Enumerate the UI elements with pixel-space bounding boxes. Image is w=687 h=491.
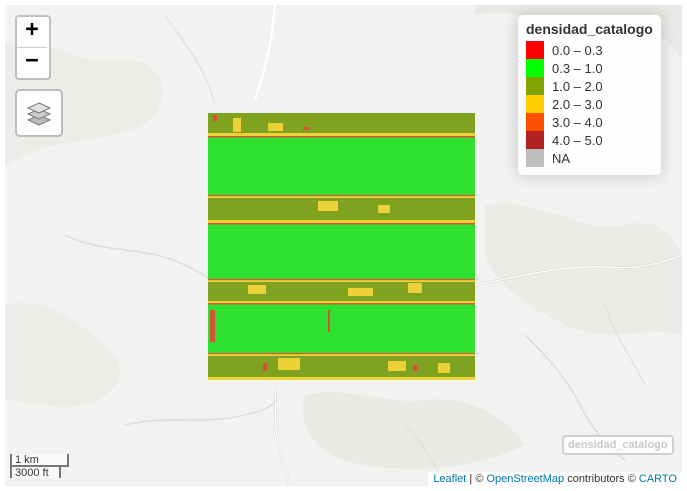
- attribution-sep: | ©: [466, 473, 487, 485]
- zoom-in-button[interactable]: +: [17, 17, 47, 48]
- legend-title: densidad_catalogo: [526, 21, 653, 37]
- legend-item: 0.0 – 0.3: [526, 41, 653, 59]
- legend-label: NA: [552, 150, 571, 166]
- legend-item: 0.3 – 1.0: [526, 59, 653, 77]
- legend-items: 0.0 – 0.3 0.3 – 1.0 1.0 – 2.0 2.0 – 3.0 3.0 …: [526, 41, 653, 167]
- legend-label: 0.3 – 1.0: [552, 60, 603, 76]
- carto-link[interactable]: CARTO: [638, 473, 677, 485]
- legend-swatch: [526, 95, 544, 113]
- zoom-out-button[interactable]: −: [25, 48, 39, 73]
- map-legend: densidad_catalogo 0.0 – 0.3 0.3 – 1.0 1.0 …: [518, 15, 661, 175]
- attribution-contrib: contributors ©: [564, 473, 639, 485]
- legend-swatch: [526, 149, 544, 167]
- legend-label: 3.0 – 4.0: [552, 114, 603, 130]
- legend-label: 4.0 – 5.0: [552, 132, 603, 148]
- legend-swatch: [526, 41, 544, 59]
- legend-item: 3.0 – 4.0: [526, 113, 653, 131]
- legend-swatch: [526, 77, 544, 95]
- leaflet-link[interactable]: Leaflet: [433, 473, 467, 485]
- legend-label: 1.0 – 2.0: [552, 78, 603, 94]
- legend-swatch: [526, 113, 544, 131]
- scale-imperial: 3000 ft: [10, 465, 61, 479]
- layer-toggle-label[interactable]: densidad_catalogo: [562, 435, 674, 455]
- legend-item: 2.0 – 3.0: [526, 95, 653, 113]
- legend-item: 1.0 – 2.0: [526, 77, 653, 95]
- legend-item: 4.0 – 5.0: [526, 131, 653, 149]
- zoom-control: + −: [15, 15, 51, 80]
- osm-link[interactable]: OpenStreetMap: [486, 473, 565, 485]
- legend-label: 0.0 – 0.3: [552, 42, 603, 58]
- scale-bar: 1 km 3000 ft: [10, 454, 69, 479]
- legend-label: 2.0 – 3.0: [552, 96, 603, 112]
- layers-icon: [26, 102, 52, 126]
- legend-swatch: [526, 59, 544, 77]
- layers-control-button[interactable]: [15, 89, 63, 137]
- attribution: Leaflet | © OpenStreetMap contributors ©…: [428, 472, 682, 486]
- map-viewport[interactable]: + − densidad_catalogo 0.0 – 0.3 0.3 – 1.0…: [5, 5, 682, 486]
- density-raster[interactable]: [208, 113, 475, 380]
- legend-item: NA: [526, 149, 653, 167]
- legend-swatch: [526, 131, 544, 149]
